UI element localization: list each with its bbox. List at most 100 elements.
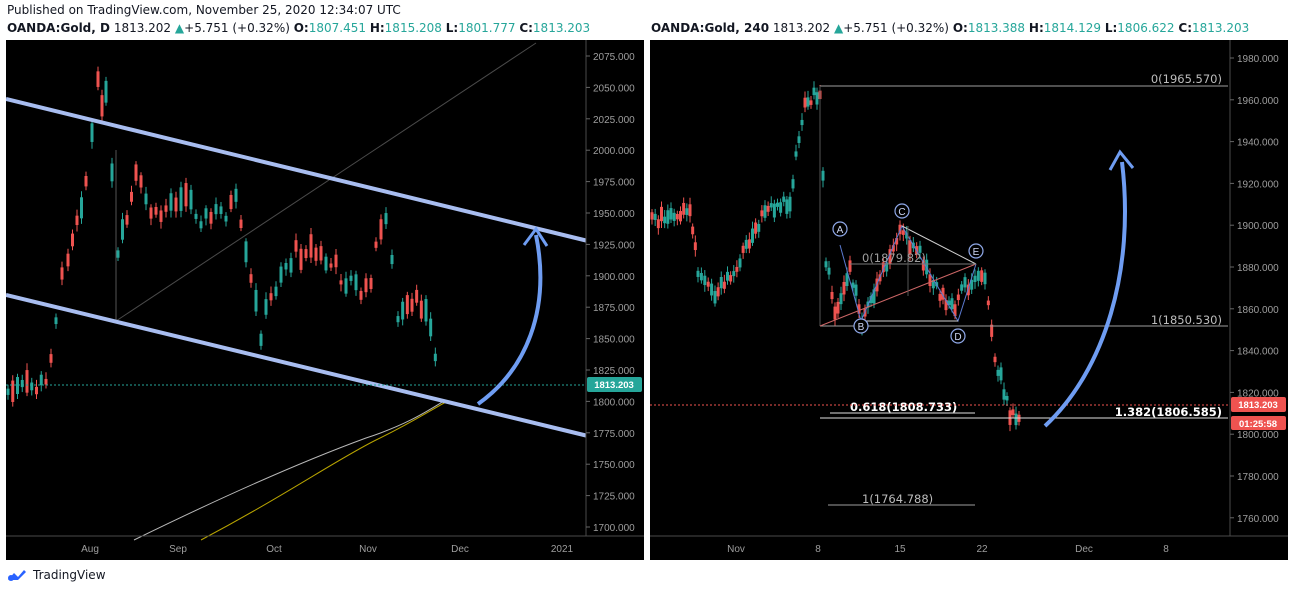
- right-chart-panel[interactable]: A B C D E 0(1965.570) 1(1850.530) 1.382(1806…: [650, 40, 1288, 560]
- right-up-arrow[interactable]: [1043, 161, 1127, 428]
- candle-body: [706, 281, 710, 287]
- candle-body: [779, 202, 783, 213]
- left-trend-line[interactable]: [115, 42, 537, 322]
- candle-body: [130, 191, 133, 202]
- candle-body: [259, 333, 263, 346]
- candle-body: [666, 210, 670, 224]
- pattern-point-marker[interactable]: [832, 221, 848, 237]
- candle-body: [947, 300, 951, 306]
- candle-body: [806, 97, 810, 107]
- tradingview-logo[interactable]: TradingView: [6, 568, 106, 582]
- candle-body: [983, 272, 987, 285]
- candle-body: [433, 353, 437, 362]
- pattern-point-marker[interactable]: [950, 328, 966, 344]
- candle-body: [25, 370, 29, 393]
- candle-body: [224, 215, 228, 222]
- candle-body: [953, 304, 957, 317]
- right-symbol[interactable]: OANDA:Gold, 240: [651, 21, 770, 35]
- left-chart-canvas[interactable]: 2075.000 2050.000 2025.000 2000.000 1975.000…: [6, 40, 644, 560]
- candle-body: [888, 249, 892, 264]
- candle-body: [663, 216, 667, 224]
- x-tick-label: 8: [1163, 544, 1169, 555]
- candle-body: [891, 245, 895, 252]
- candle-body: [269, 293, 273, 301]
- y-tick-label: 1900.000: [1237, 221, 1279, 232]
- xabcd-pattern[interactable]: [819, 224, 977, 327]
- x-tick-label: Dec: [451, 544, 469, 555]
- candle-body: [219, 206, 223, 214]
- right-price-badge-text: 1813.203: [1238, 400, 1278, 411]
- candle-body: [766, 205, 770, 212]
- x-tick-label: 2021: [551, 544, 574, 555]
- candle-body: [993, 356, 997, 363]
- left-x-axis[interactable]: Aug Sep Oct Nov Dec 2021: [81, 544, 573, 555]
- y-tick-label: 1950.000: [593, 209, 635, 220]
- candle-body: [254, 289, 258, 312]
- right-y-axis[interactable]: 1980.000 1960.000 1940.000 1920.000 1900.000…: [1230, 54, 1279, 525]
- right-x-axis[interactable]: Nov 8 15 22 Dec 8: [727, 544, 1169, 555]
- pattern-point-labels: A B C D E: [832, 203, 984, 344]
- pattern-point-label: B: [858, 322, 865, 333]
- candle-body: [329, 263, 333, 268]
- candle-body: [390, 254, 394, 265]
- candle-body: [234, 188, 238, 202]
- candle-body: [763, 205, 767, 218]
- y-tick-label: 2075.000: [593, 52, 635, 63]
- left-high: 1815.208: [384, 21, 442, 35]
- right-open: 1813.388: [967, 21, 1026, 35]
- pattern-point-marker[interactable]: [894, 203, 910, 219]
- candle-body: [159, 210, 163, 222]
- left-up-arrow[interactable]: [476, 234, 543, 406]
- candle-body: [812, 87, 816, 96]
- candle-body: [738, 258, 742, 268]
- candle-body: [845, 273, 849, 286]
- candle-body: [80, 197, 83, 219]
- right-high-label: H:: [1028, 21, 1044, 35]
- candle-body: [842, 282, 846, 295]
- channel-upper-line[interactable]: [6, 97, 589, 243]
- right-timer-badge-text: 01:25:58: [1239, 419, 1277, 430]
- x-tick-label: Aug: [81, 544, 99, 555]
- candle-body: [735, 266, 739, 272]
- left-chart-panel[interactable]: 2075.000 2050.000 2025.000 2000.000 1975.000…: [6, 40, 644, 560]
- candle-body: [679, 211, 682, 222]
- y-tick-label: 1750.000: [593, 460, 635, 471]
- candle-body: [905, 232, 909, 239]
- candle-body: [928, 274, 932, 287]
- candle-body: [970, 279, 974, 290]
- pattern-point-marker[interactable]: [968, 243, 984, 259]
- y-tick-label: 1850.000: [593, 335, 635, 346]
- candle-body: [772, 203, 776, 218]
- fib-ext-label: 1.382(1806.585): [1115, 405, 1222, 419]
- candle-body: [672, 212, 676, 221]
- candle-body: [653, 213, 657, 220]
- candle-body: [344, 278, 348, 294]
- right-high: 1814.129: [1043, 21, 1102, 35]
- left-y-axis[interactable]: 2075.000 2050.000 2025.000 2000.000 1975.000…: [586, 52, 635, 534]
- candle-body: [324, 256, 328, 271]
- y-tick-label: 1725.000: [593, 492, 635, 503]
- right-symbol-header: OANDA:Gold, 240 1813.202 ▲+5.751 (+0.32%…: [651, 21, 1249, 35]
- left-symbol[interactable]: OANDA:Gold, D: [7, 21, 110, 35]
- candle-body: [788, 196, 792, 212]
- pattern-point-marker[interactable]: [853, 318, 869, 334]
- right-chart-canvas[interactable]: A B C D E 0(1965.570) 1(1850.530) 1.382(1806…: [650, 40, 1288, 560]
- candle-body: [722, 281, 726, 289]
- candle-body: [16, 376, 19, 395]
- channel-lower-line[interactable]: [6, 293, 589, 438]
- candle-body: [284, 263, 288, 270]
- candle-body: [339, 280, 343, 285]
- candle-body: [54, 317, 58, 325]
- candle-body: [744, 239, 748, 249]
- candle-body: [419, 300, 423, 319]
- candle-body: [349, 275, 353, 281]
- y-tick-label: 1820.000: [1237, 388, 1279, 399]
- candle-body: [851, 282, 855, 288]
- candle-body: [931, 279, 935, 289]
- candle-body: [209, 211, 213, 224]
- right-open-label: O:: [952, 21, 968, 35]
- y-tick-label: 1825.000: [593, 366, 635, 377]
- x-tick-label: Sep: [169, 544, 187, 555]
- candle-body: [785, 199, 789, 214]
- candle-body: [374, 241, 378, 248]
